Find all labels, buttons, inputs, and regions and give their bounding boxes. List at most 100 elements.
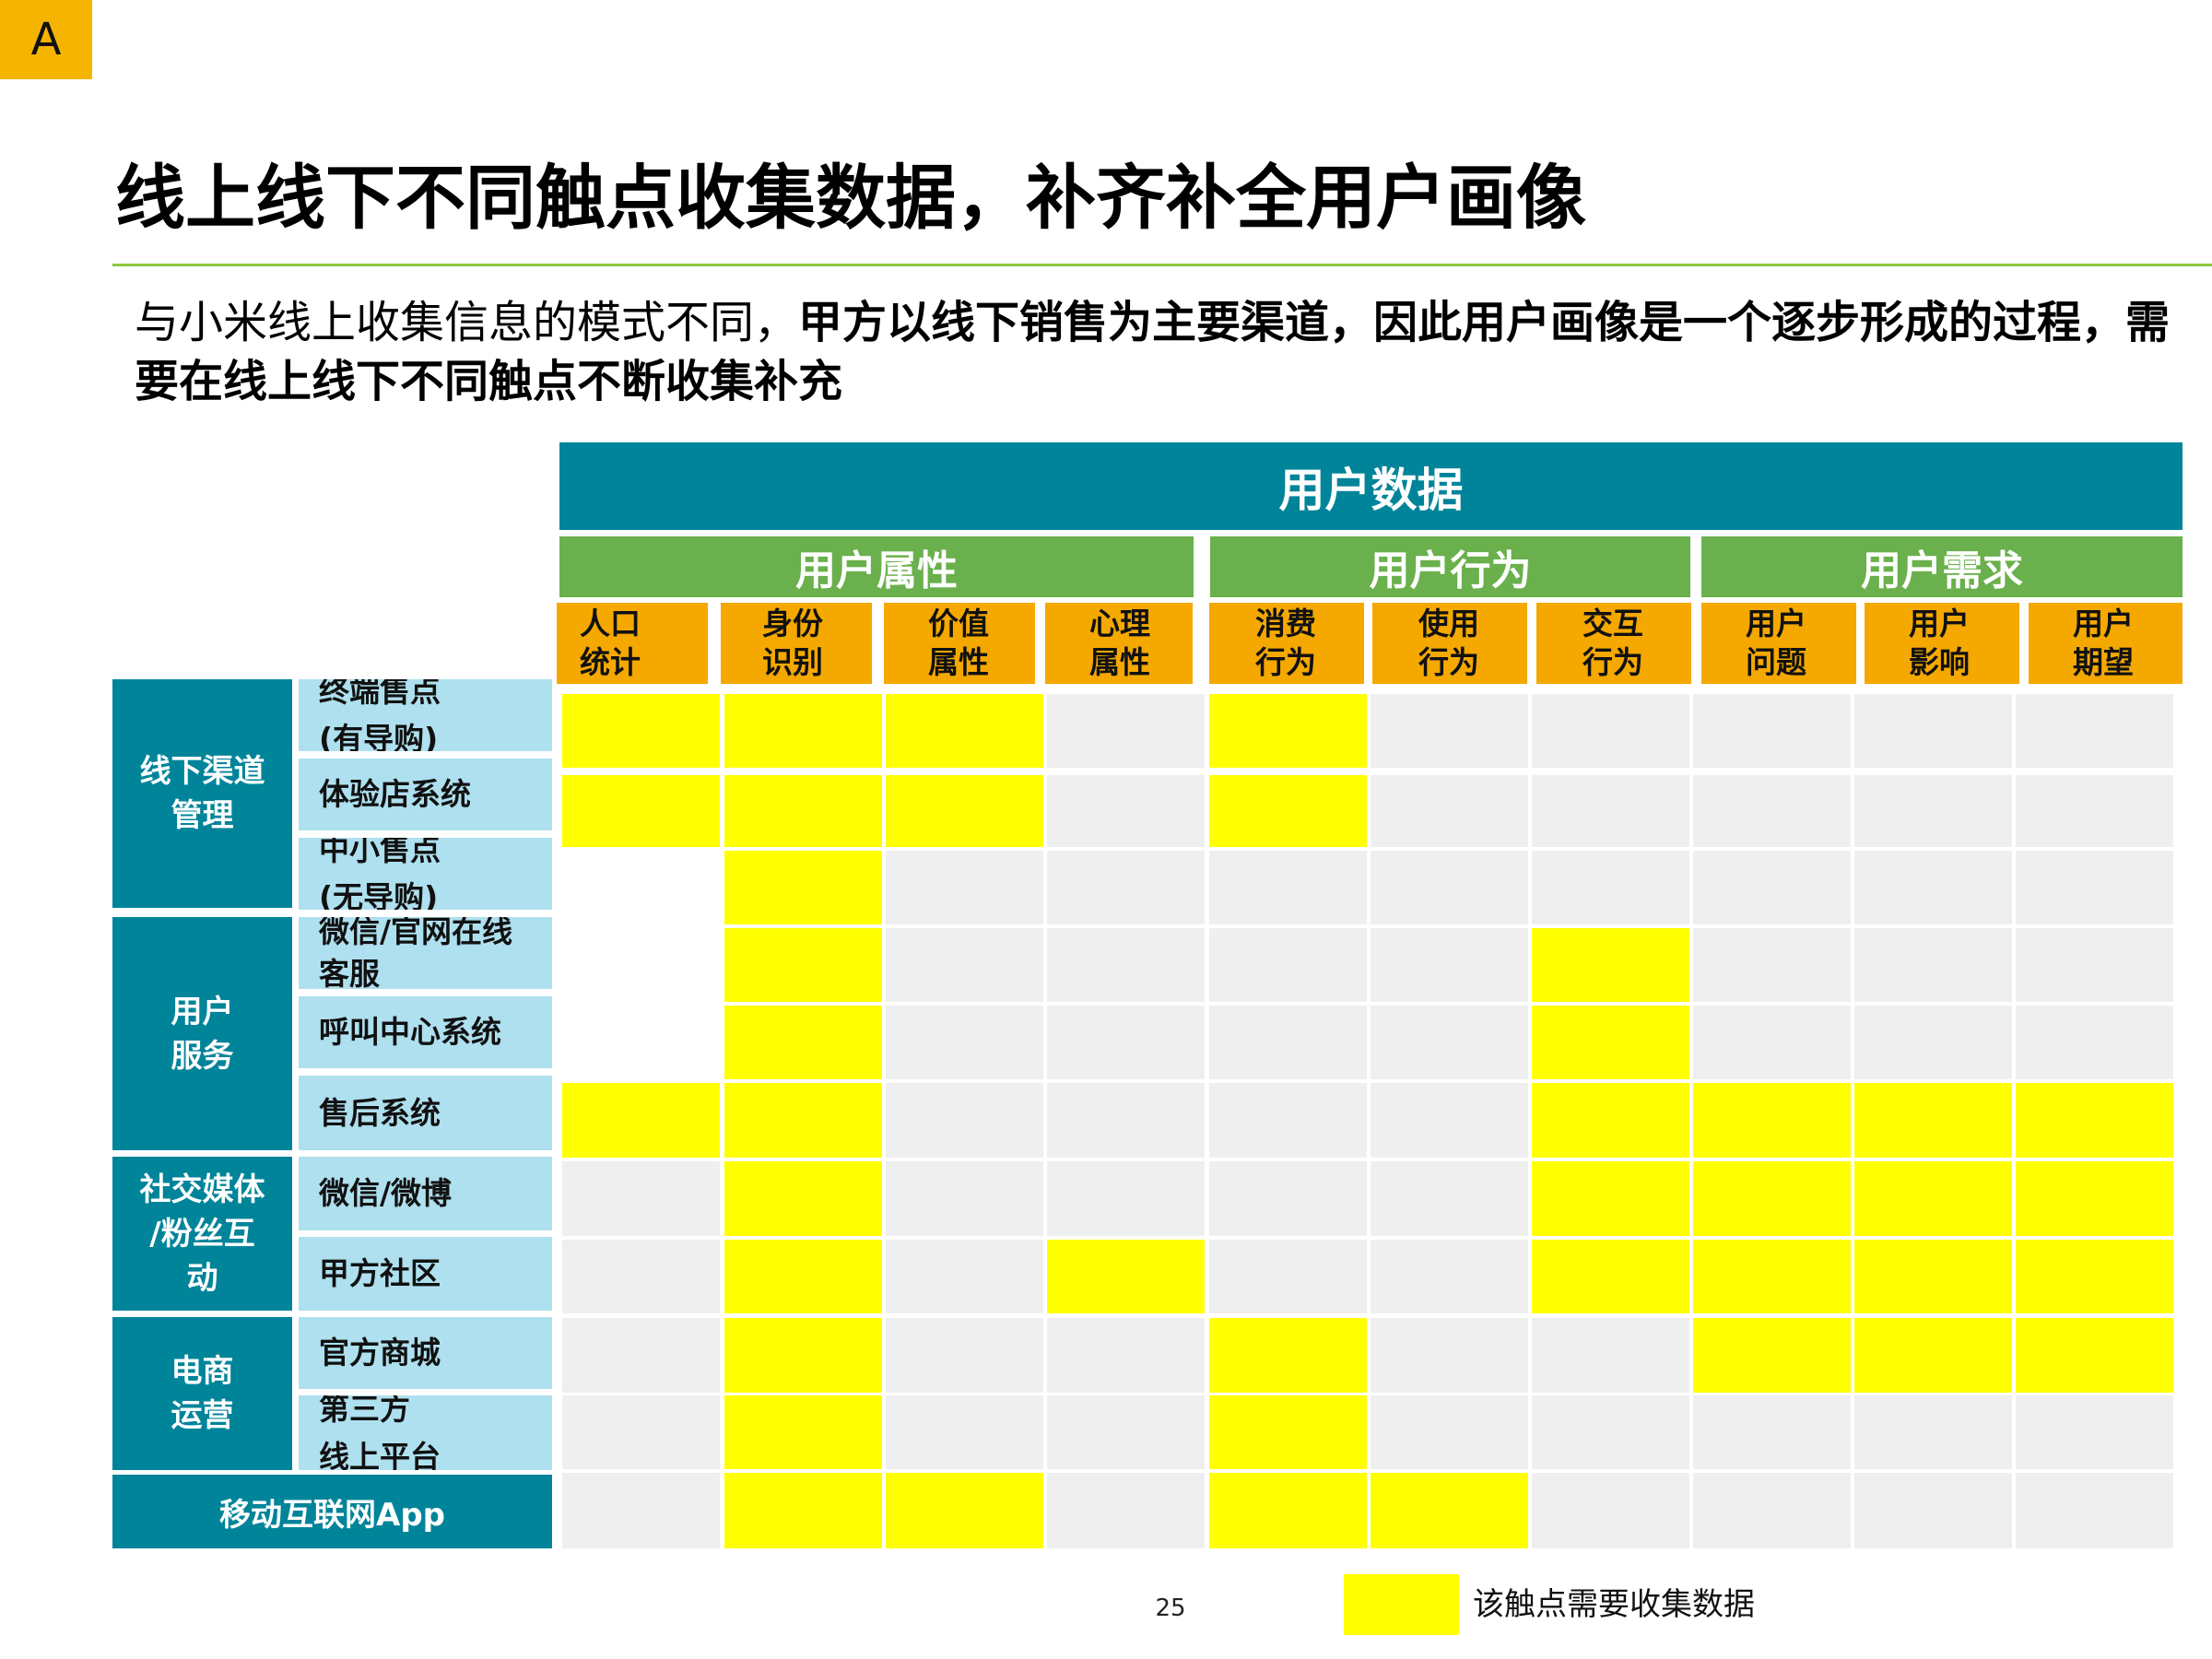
column-header: 身份 识别	[721, 603, 872, 684]
row-label: 终端售点 (有导购)	[299, 679, 552, 751]
grid-cell	[2016, 694, 2173, 768]
grid-cell-collect	[562, 1083, 720, 1158]
grid-cell	[1371, 694, 1528, 768]
grid-cell-collect	[886, 694, 1043, 768]
row-label: 体验店系统	[299, 759, 552, 830]
grid-cell-collect	[1532, 928, 1689, 1002]
grid-cell-collect	[1532, 1240, 1689, 1313]
grid-cell	[2016, 928, 2173, 1002]
grid-cell-collect	[2016, 1083, 2173, 1158]
grid-cell	[1532, 694, 1689, 768]
grid-cell-collect	[1209, 1473, 1367, 1548]
grid-cell-collect	[1532, 1161, 1689, 1236]
row-label: 售后系统	[299, 1076, 552, 1150]
grid-cell-collect	[886, 775, 1043, 847]
grid-cell-collect	[724, 694, 882, 768]
grid-cell	[1371, 851, 1528, 924]
column-header: 价值 属性	[884, 603, 1035, 684]
grid-cell-collect	[1371, 1473, 1528, 1548]
grid-cell-collect	[1209, 1395, 1367, 1469]
grid-cell	[562, 928, 720, 1002]
grid-cell	[1047, 1006, 1205, 1079]
column-header-label: 用户 问题	[1746, 606, 1806, 680]
row-label: 甲方社区	[299, 1237, 552, 1311]
grid-cell-collect	[724, 1006, 882, 1079]
grid-cell	[562, 1161, 720, 1236]
group-header-attributes: 用户属性	[559, 536, 1194, 597]
grid-cell	[1854, 1395, 2012, 1469]
grid-cell	[562, 851, 720, 924]
row-label: 中小售点 (无导购)	[299, 838, 552, 910]
grid-cell-collect	[562, 775, 720, 847]
grid-cell	[1371, 1240, 1528, 1313]
grid-cell	[2016, 851, 2173, 924]
group-header-behavior: 用户行为	[1210, 536, 1690, 597]
grid-cell	[1209, 1161, 1367, 1236]
grid-cell	[1371, 775, 1528, 847]
grid-cell-collect	[724, 1161, 882, 1236]
row-group-offline-channels: 线下渠道 管理	[112, 679, 292, 908]
grid-cell	[1047, 1161, 1205, 1236]
column-header-label: 用户 期望	[2073, 606, 2134, 680]
grid-cell	[1047, 851, 1205, 924]
grid-cell	[1693, 1006, 1851, 1079]
grid-cell	[562, 1395, 720, 1469]
grid-cell-collect	[1854, 1083, 2012, 1158]
grid-cell	[1047, 1318, 1205, 1393]
grid-cell	[886, 1006, 1043, 1079]
grid-cell	[1209, 1083, 1367, 1158]
grid-cell	[1854, 775, 2012, 847]
row-label: 微信/微博	[299, 1157, 552, 1230]
page-number: 25	[1155, 1594, 1186, 1622]
grid-cell	[1209, 1240, 1367, 1313]
logo-badge: A	[0, 0, 92, 79]
grid-cell	[1693, 1473, 1851, 1548]
grid-cell	[1371, 928, 1528, 1002]
column-header-label: 用户 影响	[1909, 606, 1970, 680]
grid-cell-collect	[2016, 1161, 2173, 1236]
column-header-label: 交互 行为	[1583, 606, 1643, 680]
column-header-label: 身份 识别	[762, 606, 823, 680]
grid-cell-collect	[1693, 1318, 1851, 1393]
grid-cell	[562, 1240, 720, 1313]
column-header: 心理 属性	[1045, 603, 1193, 684]
grid-cell	[1047, 928, 1205, 1002]
subtitle: 与小米线上收集信息的模式不同，甲方以线下销售为主要渠道，因此用户画像是一个逐步形…	[135, 293, 2190, 411]
grid-cell	[1532, 851, 1689, 924]
grid-cell	[886, 1161, 1043, 1236]
grid-cell	[886, 1083, 1043, 1158]
grid-cell-collect	[1209, 1318, 1367, 1393]
grid-cell	[886, 1240, 1043, 1313]
row-group-user-service: 用户 服务	[112, 917, 292, 1150]
grid-cell	[2016, 1473, 2173, 1548]
grid-cell-collect	[2016, 1318, 2173, 1393]
grid-cell	[1047, 1083, 1205, 1158]
grid-cell	[2016, 1006, 2173, 1079]
row-label: 呼叫中心系统	[299, 996, 552, 1068]
grid-cell-collect	[1693, 1240, 1851, 1313]
grid-cell-collect	[724, 851, 882, 924]
grid-cell	[1854, 851, 2012, 924]
row-group-social-media: 社交媒体 /粉丝互 动	[112, 1157, 292, 1311]
grid-cell	[1854, 694, 2012, 768]
grid-cell	[1693, 851, 1851, 924]
grid-cell	[1532, 1473, 1689, 1548]
grid-cell	[1371, 1318, 1528, 1393]
grid-cell	[1693, 775, 1851, 847]
grid-cell-collect	[724, 1240, 882, 1313]
grid-cell	[886, 1395, 1043, 1469]
grid-cell	[1693, 694, 1851, 768]
grid-cell-collect	[724, 928, 882, 1002]
grid-cell	[1209, 928, 1367, 1002]
grid-cell-collect	[886, 1473, 1043, 1548]
row-label-mobile-app: 移动互联网App	[112, 1475, 552, 1548]
grid-cell-collect	[1209, 775, 1367, 847]
grid-cell-collect	[724, 775, 882, 847]
row-group-ecommerce: 电商 运营	[112, 1317, 292, 1470]
grid-cell	[1532, 1395, 1689, 1469]
column-header: 消费 行为	[1209, 603, 1364, 684]
grid-cell-collect	[1854, 1240, 2012, 1313]
subtitle-plain: 与小米线上收集信息的模式不同，	[135, 297, 799, 348]
grid-cell	[1693, 1395, 1851, 1469]
column-header-label: 消费 行为	[1255, 606, 1316, 680]
